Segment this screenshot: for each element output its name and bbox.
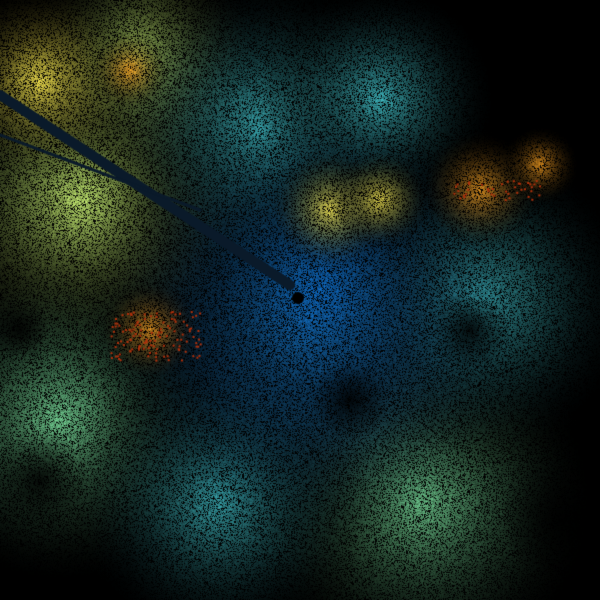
radar-image [0,0,600,600]
radar-canvas [0,0,600,600]
